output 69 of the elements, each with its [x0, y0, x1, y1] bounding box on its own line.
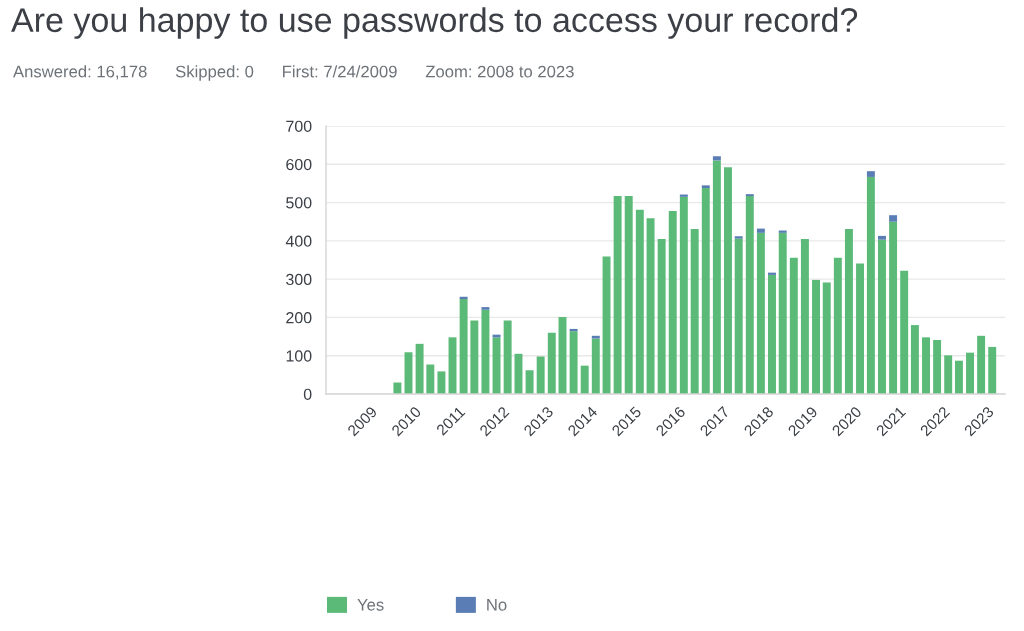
- bar: [800, 238, 809, 394]
- bar: [679, 196, 688, 394]
- bar: [789, 257, 798, 394]
- bar: [459, 299, 468, 394]
- bar: [933, 340, 942, 394]
- chart-title: Are you happy to use passwords to access your record?: [11, 7, 858, 39]
- bar: [712, 160, 721, 394]
- bar: [866, 176, 875, 394]
- bar: [613, 196, 622, 394]
- bar: [470, 320, 479, 394]
- legend-label: Yes: [357, 599, 384, 611]
- bar: [701, 188, 710, 394]
- bar: [768, 274, 776, 394]
- bar: [536, 356, 545, 394]
- bar: [734, 236, 743, 239]
- bar: [900, 270, 909, 394]
- bar: [547, 332, 556, 394]
- bar: [712, 156, 721, 161]
- bar: [426, 364, 435, 394]
- y-tick-label: 300: [286, 273, 312, 286]
- bar: [966, 352, 974, 394]
- bar: [778, 232, 787, 394]
- bar: [866, 171, 875, 177]
- y-tick-label: 600: [286, 158, 312, 171]
- bar: [668, 210, 677, 394]
- bar: [856, 263, 865, 394]
- bar: [591, 338, 600, 394]
- bar: [624, 196, 633, 394]
- bar: [646, 218, 655, 394]
- legend-label: No: [487, 599, 507, 611]
- bar: [922, 337, 930, 394]
- bar: [690, 228, 699, 394]
- bar: [822, 282, 831, 394]
- bar: [812, 279, 820, 394]
- bar: [833, 257, 842, 394]
- bar: [580, 365, 589, 394]
- y-tick-label: 700: [286, 120, 312, 132]
- bar: [481, 309, 490, 394]
- chart-subtitle: Answered: 16,178 Skipped: 0 First: 7/24/2009 Zoom: 2008 to 2023: [13, 65, 574, 81]
- bar: [745, 196, 754, 394]
- bar: [889, 215, 898, 222]
- y-tick-label: 400: [285, 235, 312, 247]
- bar: [944, 355, 953, 394]
- bar: [657, 238, 666, 394]
- y-tick-label: 100: [286, 350, 312, 362]
- bar: [878, 239, 886, 394]
- bar: [481, 307, 490, 310]
- bar: [503, 320, 512, 394]
- y-tick-label: 500: [286, 197, 312, 209]
- bar: [437, 371, 446, 394]
- bar: [734, 238, 743, 394]
- bar: [954, 360, 963, 394]
- bar: [988, 346, 997, 394]
- bar: [569, 331, 578, 394]
- bar: [889, 221, 898, 394]
- bar: [724, 167, 732, 394]
- bar: [977, 335, 986, 394]
- bar: [701, 185, 710, 189]
- y-tick-label: 200: [286, 312, 312, 324]
- bar: [756, 232, 765, 394]
- bar: [878, 235, 886, 240]
- bar: [844, 228, 853, 394]
- bar: [525, 370, 534, 394]
- bar: [492, 337, 501, 394]
- bar: [635, 209, 644, 394]
- bar: [756, 228, 765, 233]
- bar: [910, 325, 919, 394]
- y-tick-label: 0: [303, 388, 312, 400]
- bar: [415, 343, 424, 394]
